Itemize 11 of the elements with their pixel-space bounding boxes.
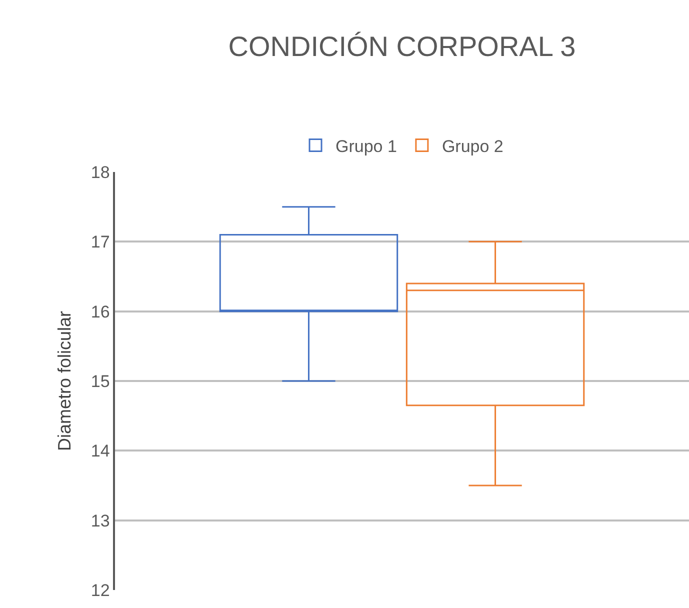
y-tick-label: 17 <box>90 232 110 252</box>
y-tick-label: 12 <box>90 580 110 600</box>
legend-label: Grupo 1 <box>336 136 397 156</box>
y-tick-label: 13 <box>90 511 110 530</box>
y-axis-title: Diametro folicular <box>54 310 75 452</box>
y-tick-label: 15 <box>90 372 110 391</box>
y-tick-label: 16 <box>90 302 110 322</box>
legend-label: Grupo 2 <box>442 136 504 156</box>
y-tick-label: 18 <box>90 162 110 182</box>
chart-title: CONDICIÓN CORPORAL 3 <box>228 31 576 62</box>
y-tick-label: 14 <box>90 442 110 461</box>
